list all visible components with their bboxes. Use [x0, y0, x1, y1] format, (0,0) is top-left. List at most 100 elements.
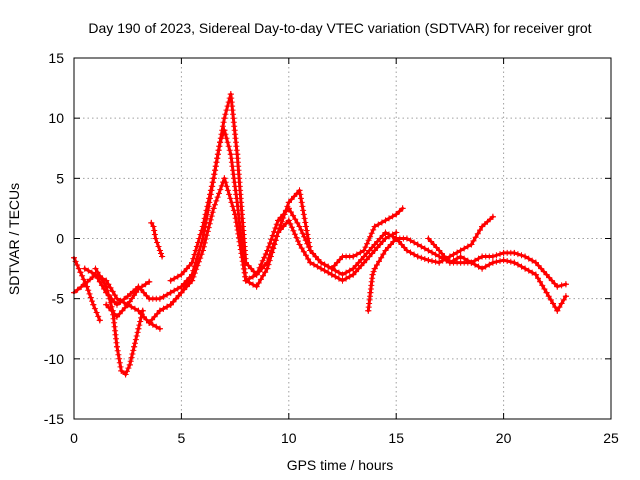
data-point	[210, 175, 217, 182]
y-tick-label: 0	[56, 231, 64, 247]
data-point	[360, 247, 367, 254]
data-point	[339, 253, 346, 260]
series-layer	[71, 91, 569, 378]
y-tick-label: -15	[44, 411, 64, 427]
data-point	[562, 281, 569, 288]
data-point	[92, 265, 99, 272]
data-point	[328, 271, 335, 278]
data-point	[131, 343, 138, 350]
data-point	[468, 241, 475, 248]
data-point	[135, 307, 142, 314]
data-point	[446, 259, 453, 266]
data-point	[285, 217, 292, 224]
data-point	[446, 253, 453, 260]
series-9	[365, 213, 496, 314]
data-point	[221, 127, 228, 134]
data-point	[221, 115, 228, 122]
data-point	[393, 211, 400, 218]
data-point	[457, 259, 464, 266]
data-point	[307, 259, 314, 266]
data-point	[414, 241, 421, 248]
data-point	[81, 265, 88, 272]
data-point	[307, 247, 314, 254]
x-tick-label: 20	[496, 430, 512, 446]
data-point	[296, 223, 303, 230]
data-point	[178, 289, 185, 296]
data-point	[156, 325, 163, 332]
y-tick-label: -10	[44, 351, 64, 367]
data-point	[532, 271, 539, 278]
data-point	[511, 249, 518, 256]
data-point	[318, 265, 325, 272]
data-point	[360, 259, 367, 266]
data-point	[382, 247, 389, 254]
data-point	[150, 223, 157, 230]
data-point	[296, 241, 303, 248]
data-point	[489, 253, 496, 260]
data-point	[369, 271, 376, 278]
data-point	[275, 217, 282, 224]
data-point	[189, 271, 196, 278]
data-point	[562, 293, 569, 300]
data-point	[468, 259, 475, 266]
series-line	[104, 303, 162, 331]
data-point	[178, 271, 185, 278]
data-point	[543, 289, 550, 296]
data-point	[156, 247, 163, 254]
data-point	[92, 271, 99, 278]
data-point	[113, 313, 120, 320]
data-point	[124, 293, 131, 300]
data-point	[122, 371, 129, 378]
data-point	[217, 139, 224, 146]
data-point	[436, 259, 443, 266]
data-point	[113, 301, 120, 308]
data-point	[339, 277, 346, 284]
data-point	[479, 265, 486, 272]
data-point	[152, 235, 159, 242]
data-point	[113, 295, 120, 302]
series-markers	[148, 219, 166, 260]
data-point	[199, 223, 206, 230]
data-point	[318, 259, 325, 266]
data-point	[253, 271, 260, 278]
data-point	[227, 151, 234, 158]
chart-title: Day 190 of 2023, Sidereal Day-to-day VTE…	[88, 20, 591, 36]
data-point	[296, 187, 303, 194]
data-point	[77, 269, 84, 276]
data-point	[479, 253, 486, 260]
series-5	[148, 219, 166, 260]
data-point	[135, 283, 142, 290]
data-point	[264, 247, 271, 254]
series-1	[71, 254, 103, 324]
data-point	[124, 301, 131, 308]
data-point	[436, 247, 443, 254]
y-tick-label: 15	[48, 50, 64, 66]
data-point	[234, 151, 241, 158]
data-point	[489, 259, 496, 266]
y-tick-label: 5	[56, 170, 64, 186]
ticks	[73, 57, 612, 420]
data-point	[500, 257, 507, 264]
data-point	[156, 295, 163, 302]
data-point	[522, 265, 529, 272]
data-point	[227, 91, 234, 98]
data-point	[350, 271, 357, 278]
data-point	[350, 265, 357, 272]
data-point	[210, 205, 217, 212]
x-tick-label: 5	[178, 430, 186, 446]
data-point	[403, 247, 410, 254]
data-point	[554, 307, 561, 314]
data-point	[135, 325, 142, 332]
data-point	[554, 283, 561, 290]
data-point	[126, 361, 133, 368]
data-point	[118, 367, 125, 374]
data-point	[382, 229, 389, 236]
data-point	[167, 289, 174, 296]
data-point	[371, 223, 378, 230]
data-point	[146, 295, 153, 302]
data-point	[382, 217, 389, 224]
y-tick-label: -5	[52, 291, 65, 307]
data-point	[371, 241, 378, 248]
data-point	[543, 271, 550, 278]
data-point	[382, 235, 389, 242]
